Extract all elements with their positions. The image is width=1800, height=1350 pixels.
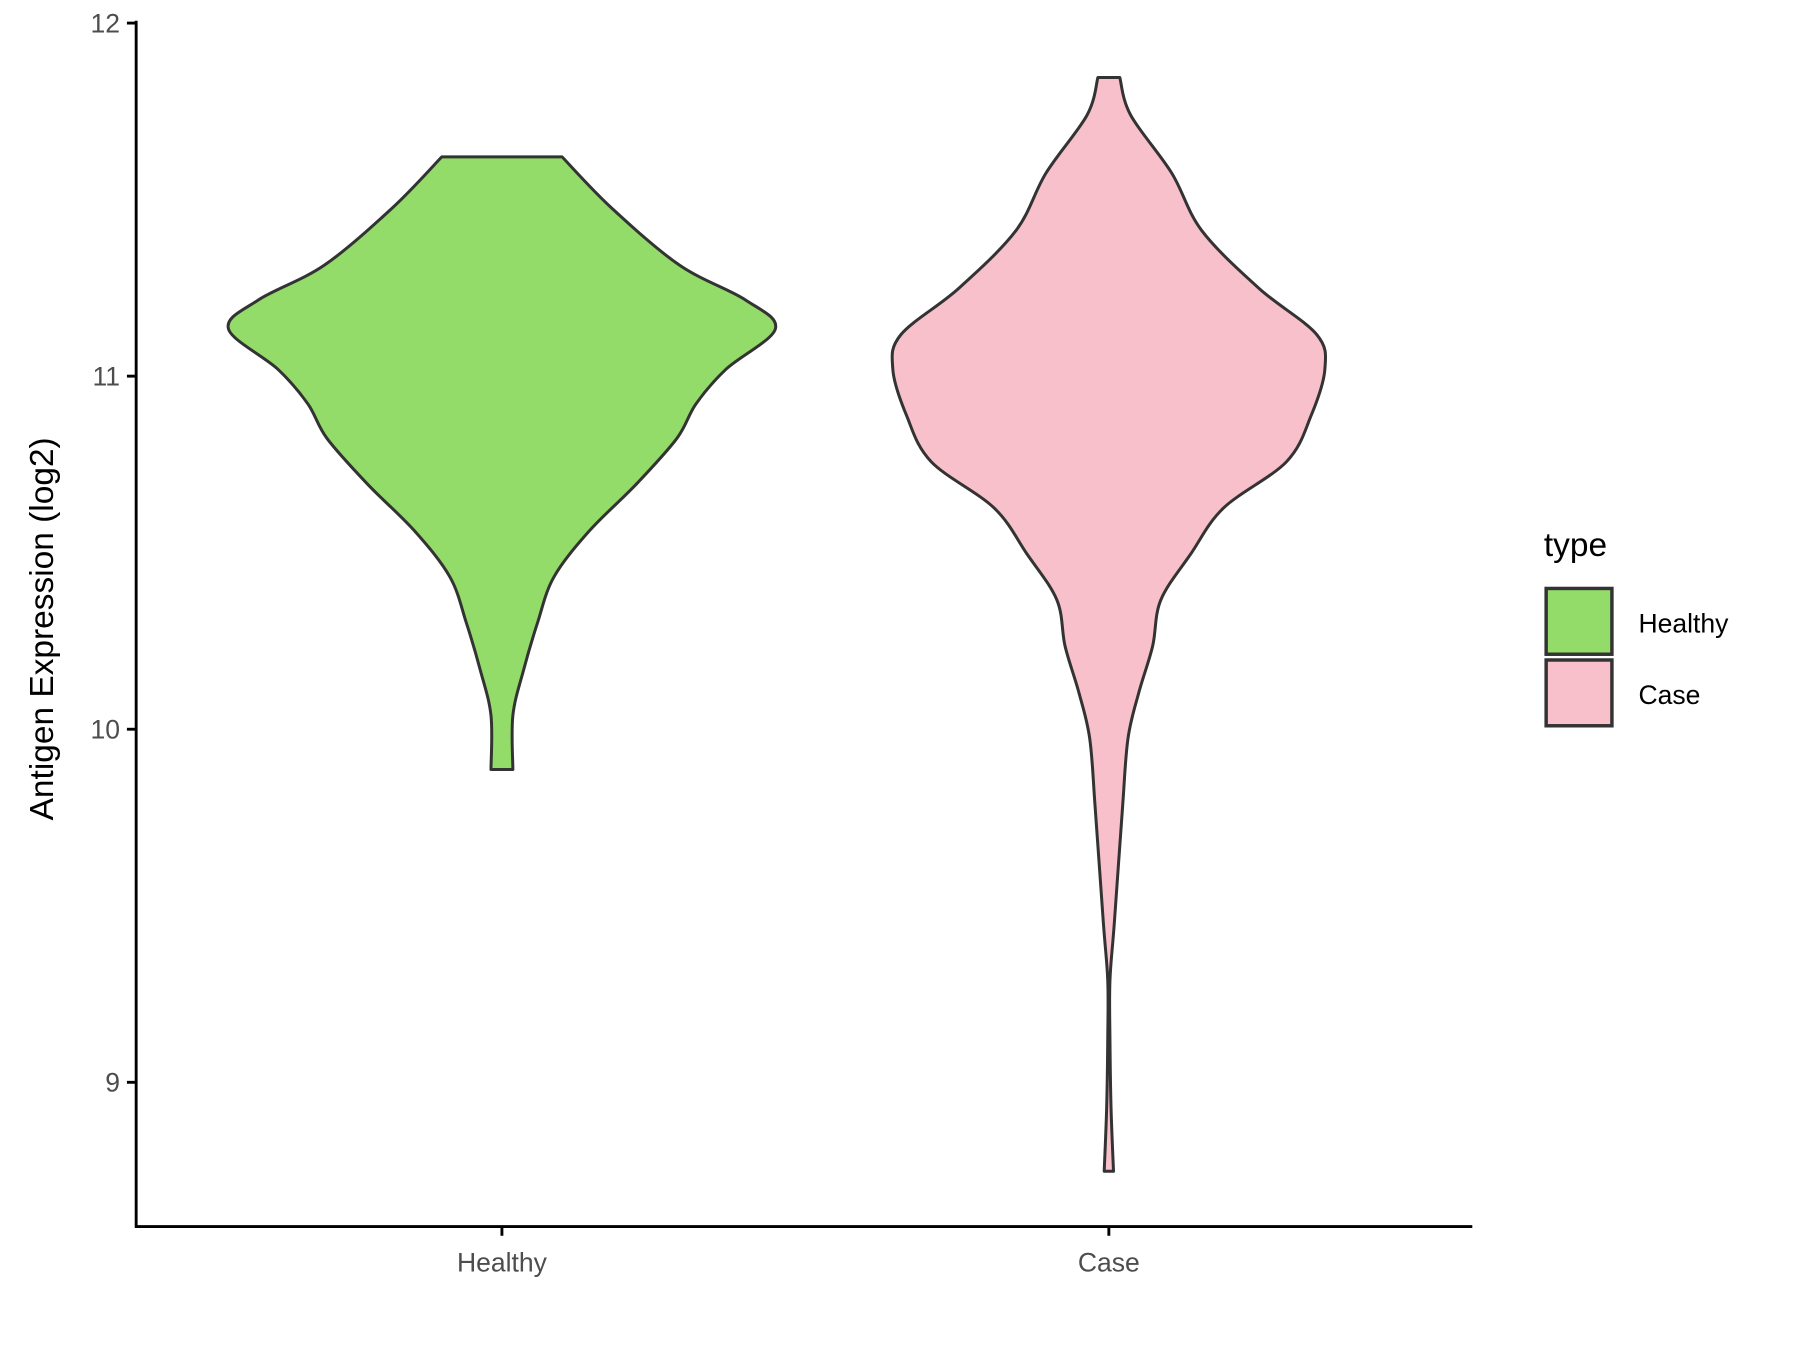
legend-label: Healthy — [1638, 608, 1729, 638]
legend: type Healthy Case — [1544, 527, 1729, 728]
legend-label: Case — [1638, 680, 1700, 710]
violin-case — [890, 75, 1328, 1173]
y-axis-title: Antigen Expression (log2) — [24, 437, 61, 820]
y-tick-label: 10 — [91, 714, 121, 744]
violins — [226, 75, 1328, 1173]
x-tick-label: Healthy — [457, 1248, 548, 1278]
legend-swatch-case — [1544, 658, 1614, 728]
x-ticks: Healthy Case — [457, 1226, 1140, 1278]
y-tick-label: 9 — [105, 1068, 120, 1098]
y-tick-label: 12 — [91, 8, 121, 38]
violin-healthy — [226, 155, 778, 771]
y-tick-label: 11 — [92, 361, 120, 391]
legend-swatch-healthy — [1544, 586, 1614, 656]
y-ticks: 9 10 11 12 — [91, 8, 137, 1098]
legend-title: type — [1544, 527, 1607, 564]
x-tick-label: Case — [1078, 1248, 1140, 1278]
